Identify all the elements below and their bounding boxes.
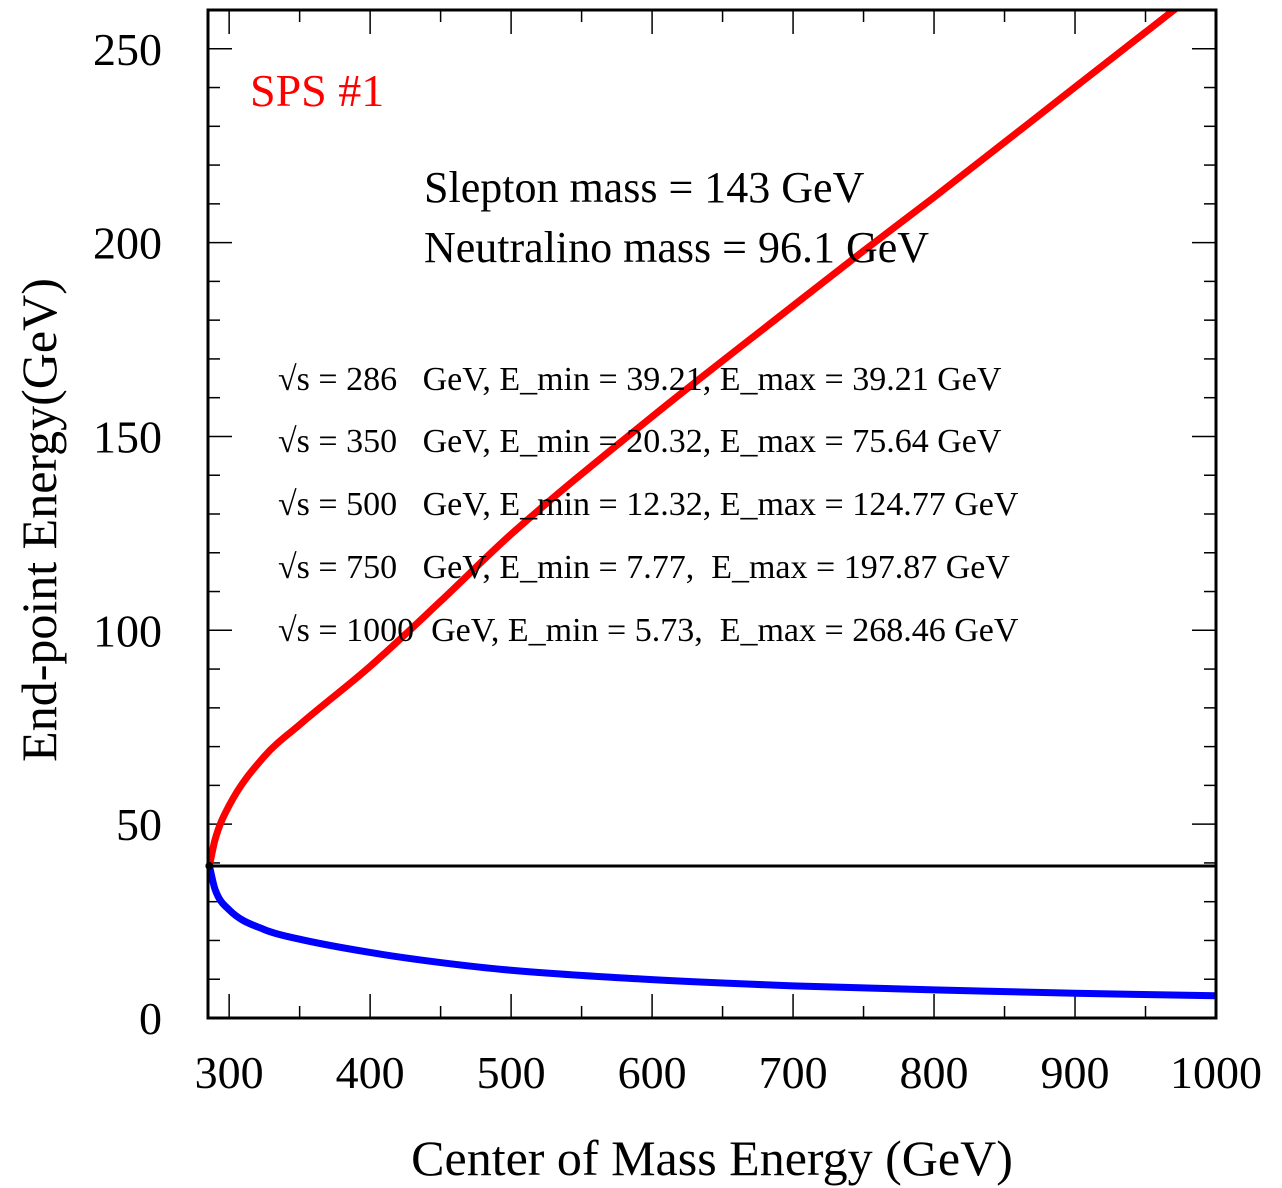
x-tick-label: 700 xyxy=(759,1047,828,1098)
series-line-emin xyxy=(208,862,1216,1000)
annotation-row: √s = 500 GeV, E_min = 12.32, E_max = 124… xyxy=(278,486,1019,523)
annotation-row: √s = 350 GeV, E_min = 20.32, E_max = 75.… xyxy=(278,423,1002,460)
neutralino-mass-annotation: Neutralino mass = 96.1 GeV xyxy=(424,223,929,272)
y-tick-label: 200 xyxy=(93,218,162,269)
series-line-emax xyxy=(208,10,1180,870)
y-tick-label: 50 xyxy=(116,799,162,850)
x-tick-labels: 300 400 500 600 700 800 900 1000 xyxy=(195,1047,1262,1098)
x-tick-label: 600 xyxy=(618,1047,687,1098)
y-tick-labels: 0 50 100 150 200 250 xyxy=(93,24,162,1044)
y-tick-label: 100 xyxy=(93,605,162,656)
chart-label: SPS #1 xyxy=(250,65,384,116)
x-tick-label: 1000 xyxy=(1170,1047,1262,1098)
y-tick-label: 150 xyxy=(93,411,162,462)
y-axis-title: End-point Energy(GeV) xyxy=(11,278,67,762)
annotation-row: √s = 750 GeV, E_min = 7.77, E_max = 197.… xyxy=(278,549,1010,586)
annotation-row: √s = 286 GeV, E_min = 39.21, E_max = 39.… xyxy=(278,361,1002,398)
slepton-mass-annotation: Slepton mass = 143 GeV xyxy=(424,163,865,212)
x-tick-label: 500 xyxy=(477,1047,546,1098)
x-tick-label: 400 xyxy=(336,1047,405,1098)
x-tick-label: 900 xyxy=(1041,1047,1110,1098)
plot-frame xyxy=(206,8,1218,1020)
y-tick-label: 250 xyxy=(93,24,162,75)
x-tick-label: 300 xyxy=(195,1047,264,1098)
annotation-row: √s = 1000 GeV, E_min = 5.73, E_max = 268… xyxy=(278,612,1019,649)
y-tick-label: 0 xyxy=(139,993,162,1044)
x-tick-label: 800 xyxy=(900,1047,969,1098)
ticks xyxy=(208,9,1217,1019)
x-axis-title: Center of Mass Energy (GeV) xyxy=(411,1130,1013,1186)
